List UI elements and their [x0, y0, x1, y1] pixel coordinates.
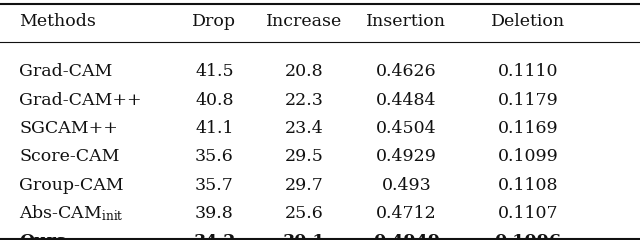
Text: 0.1110: 0.1110 [498, 64, 558, 80]
Text: Ours: Ours [19, 234, 66, 240]
Text: Increase: Increase [266, 13, 342, 30]
Text: Drop: Drop [193, 13, 236, 30]
Text: 35.6: 35.6 [195, 149, 234, 165]
Text: Insertion: Insertion [366, 13, 447, 30]
Text: 41.5: 41.5 [195, 64, 234, 80]
Text: 0.1169: 0.1169 [498, 120, 558, 137]
Text: Grad-CAM: Grad-CAM [19, 64, 113, 80]
Text: Grad-CAM++: Grad-CAM++ [19, 92, 142, 109]
Text: 25.6: 25.6 [285, 205, 323, 222]
Text: 22.3: 22.3 [285, 92, 323, 109]
Text: 0.1107: 0.1107 [498, 205, 558, 222]
Text: 40.8: 40.8 [195, 92, 234, 109]
Text: 0.4712: 0.4712 [376, 205, 436, 222]
Text: 0.4484: 0.4484 [376, 92, 436, 109]
Text: 0.1096: 0.1096 [495, 234, 561, 240]
Text: 0.1108: 0.1108 [498, 177, 558, 194]
Text: 0.1099: 0.1099 [498, 149, 558, 165]
Text: 41.1: 41.1 [195, 120, 234, 137]
Text: 0.4504: 0.4504 [376, 120, 436, 137]
Text: 23.4: 23.4 [285, 120, 323, 137]
Text: Abs-CAM$\mathregular{_{init}}$: Abs-CAM$\mathregular{_{init}}$ [19, 204, 124, 223]
Text: Score-CAM: Score-CAM [19, 149, 120, 165]
Text: 20.8: 20.8 [285, 64, 323, 80]
Text: 29.5: 29.5 [285, 149, 323, 165]
Text: 29.7: 29.7 [285, 177, 323, 194]
Text: 0.493: 0.493 [381, 177, 431, 194]
Text: 0.1179: 0.1179 [498, 92, 558, 109]
Text: 30.1: 30.1 [283, 234, 325, 240]
Text: Group-CAM: Group-CAM [19, 177, 124, 194]
Text: Deletion: Deletion [491, 13, 565, 30]
Text: SGCAM++: SGCAM++ [19, 120, 118, 137]
Text: Methods: Methods [19, 13, 96, 30]
Text: 34.2: 34.2 [193, 234, 236, 240]
Text: 35.7: 35.7 [195, 177, 234, 194]
Text: 0.4949: 0.4949 [373, 234, 440, 240]
Text: 0.4929: 0.4929 [376, 149, 437, 165]
Text: 39.8: 39.8 [195, 205, 234, 222]
Text: 0.4626: 0.4626 [376, 64, 436, 80]
